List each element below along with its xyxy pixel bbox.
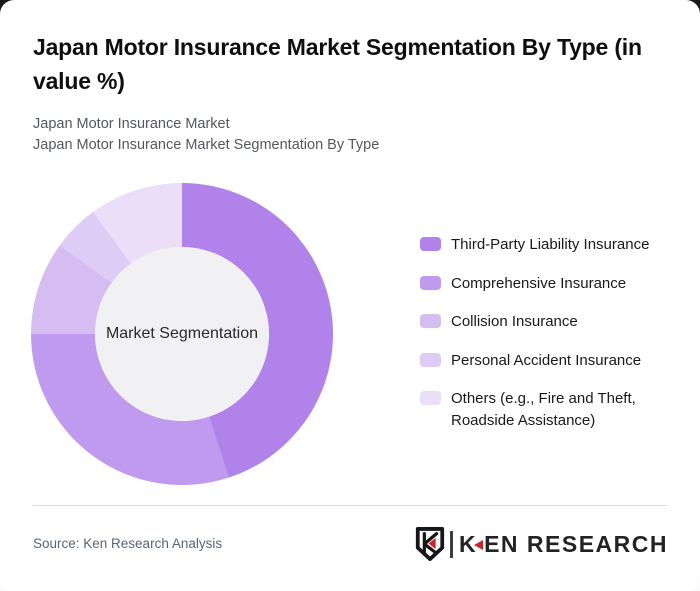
chart-subtitle-line2: Japan Motor Insurance Market Segmentatio… bbox=[33, 137, 380, 153]
donut-segment-0 bbox=[182, 183, 333, 478]
legend-label: Comprehensive Insurance bbox=[451, 274, 627, 292]
chart-legend: Third-Party Liability Insurance Comprehe… bbox=[420, 234, 682, 431]
legend-swatch-icon bbox=[420, 237, 441, 251]
ken-research-logo: K EN RESEARCH bbox=[414, 526, 668, 562]
logo-wordmark-rest: EN RESEARCH bbox=[484, 530, 668, 557]
legend-item-personal-accident: Personal Accident Insurance bbox=[420, 350, 682, 372]
donut-hole bbox=[95, 247, 269, 421]
donut-segment-1 bbox=[31, 334, 229, 485]
logo-wordmark: K EN RESEARCH bbox=[459, 531, 668, 558]
donut-segment-4 bbox=[93, 183, 182, 264]
legend-item-collision: Collision Insurance bbox=[420, 311, 682, 333]
footer-divider bbox=[33, 505, 667, 506]
legend-swatch-icon bbox=[420, 275, 441, 290]
donut-chart: Market Segmentation bbox=[31, 183, 333, 485]
legend-swatch-icon bbox=[420, 352, 441, 367]
legend-label: Third-Party Liability Insurance bbox=[451, 236, 650, 253]
legend-label: Personal Accident Insurance bbox=[451, 351, 642, 369]
logo-separator bbox=[449, 530, 453, 558]
donut-segment-2 bbox=[31, 245, 112, 334]
logo-emblem-icon bbox=[415, 527, 445, 561]
donut-segment-3 bbox=[59, 211, 131, 283]
logo-wordmark-k: K bbox=[458, 530, 478, 557]
logo-red-triangle-icon bbox=[474, 540, 484, 550]
legend-item-comprehensive: Comprehensive Insurance bbox=[420, 273, 682, 295]
chart-title: Japan Motor Insurance Market Segmentatio… bbox=[33, 34, 642, 94]
legend-swatch-icon bbox=[420, 314, 441, 328]
legend-item-third-party: Third-Party Liability Insurance bbox=[420, 234, 682, 256]
legend-label: Collision Insurance bbox=[451, 313, 578, 330]
donut-chart-svg bbox=[31, 183, 333, 485]
chart-subtitle-line1: Japan Motor Insurance Market bbox=[33, 116, 230, 132]
legend-label: Others (e.g., Fire and Theft, Roadside A… bbox=[451, 390, 636, 429]
legend-swatch-icon bbox=[420, 391, 441, 405]
legend-item-others: Others (e.g., Fire and Theft, Roadside A… bbox=[420, 388, 682, 431]
source-text: Source: Ken Research Analysis bbox=[33, 536, 223, 551]
